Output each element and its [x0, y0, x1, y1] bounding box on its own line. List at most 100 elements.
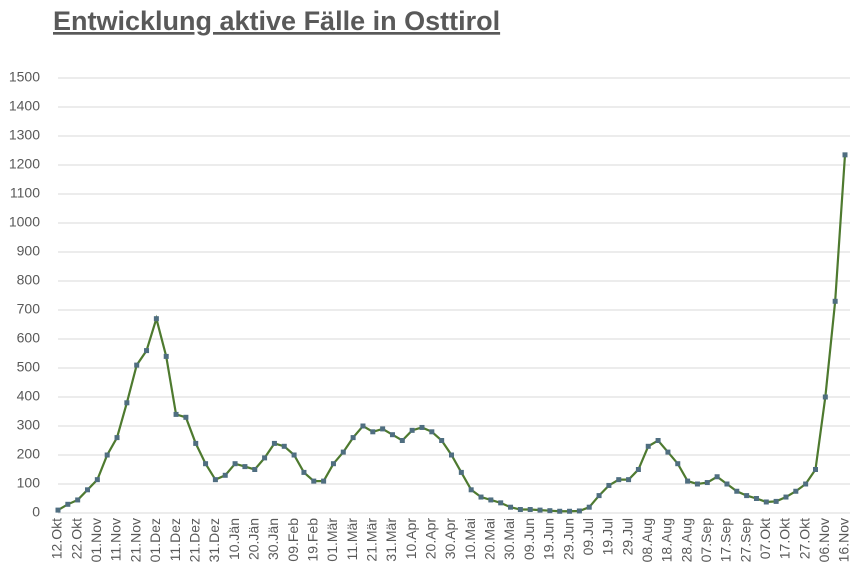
- marker: [488, 497, 494, 503]
- marker: [321, 478, 327, 484]
- y-tick-label: 900: [17, 243, 41, 259]
- marker: [714, 474, 720, 480]
- x-tick-label: 21.Nov: [127, 518, 143, 562]
- marker: [330, 461, 336, 467]
- marker: [793, 488, 799, 494]
- marker: [380, 426, 386, 432]
- marker: [655, 438, 661, 443]
- y-tick-label: 500: [17, 359, 41, 375]
- x-tick-label: 10.Apr: [403, 518, 419, 560]
- marker: [85, 487, 91, 493]
- x-tick-label: 30.Mai: [501, 518, 517, 560]
- marker: [311, 478, 317, 484]
- x-tick-label: 20.Mai: [482, 518, 498, 560]
- marker: [675, 461, 681, 467]
- x-tick-label: 29.Jul: [619, 518, 635, 555]
- y-tick-label: 1500: [9, 69, 40, 85]
- marker: [478, 494, 484, 500]
- marker: [301, 469, 307, 475]
- marker: [547, 508, 553, 514]
- marker: [291, 452, 297, 458]
- marker: [419, 424, 425, 430]
- y-tick-label: 800: [17, 272, 41, 288]
- marker: [468, 487, 474, 493]
- marker: [704, 480, 710, 486]
- x-tick-label: 06.Nov: [816, 518, 832, 562]
- marker: [134, 362, 140, 368]
- x-tick-label: 08.Aug: [639, 518, 655, 562]
- x-tick-label: 21.Dez: [186, 518, 202, 562]
- marker: [734, 488, 740, 494]
- marker: [242, 464, 248, 470]
- y-tick-label: 1100: [10, 185, 40, 201]
- x-tick-label: 17.Sep: [718, 518, 734, 563]
- marker: [65, 501, 71, 507]
- y-tick-label: 0: [32, 504, 40, 520]
- marker: [429, 429, 435, 435]
- x-tick-label: 19.Jun: [541, 518, 557, 560]
- marker: [458, 469, 464, 475]
- marker: [232, 461, 238, 467]
- marker: [399, 438, 405, 443]
- x-tick-label: 27.Sep: [737, 518, 753, 563]
- marker: [832, 298, 838, 304]
- x-tick-label: 19.Feb: [304, 518, 320, 562]
- x-tick-label: 27.Okt: [796, 518, 812, 559]
- x-tick-label: 12.Okt: [49, 518, 65, 559]
- marker: [183, 414, 189, 420]
- x-tick-label: 28.Aug: [678, 518, 694, 562]
- marker: [153, 316, 159, 322]
- y-tick-label: 1200: [9, 156, 40, 172]
- marker: [537, 507, 543, 513]
- x-tick-label: 10.Jän: [226, 518, 242, 560]
- marker: [449, 452, 454, 458]
- marker: [616, 477, 622, 483]
- x-tick-label: 29.Jun: [560, 518, 576, 560]
- marker: [104, 452, 110, 458]
- x-tick-label: 20.Apr: [423, 518, 439, 560]
- marker: [55, 507, 61, 513]
- x-tick-label: 31.Mär: [383, 518, 399, 562]
- x-tick-label: 19.Jul: [600, 518, 616, 555]
- marker: [567, 508, 573, 514]
- marker: [94, 477, 100, 483]
- marker: [694, 481, 700, 487]
- marker: [114, 435, 120, 441]
- marker: [842, 152, 848, 158]
- marker: [212, 477, 218, 483]
- x-tick-label: 09.Feb: [285, 518, 301, 562]
- marker: [803, 481, 809, 487]
- x-tick-label: 20.Jän: [245, 518, 261, 560]
- marker: [753, 496, 759, 501]
- marker: [75, 497, 81, 503]
- marker: [508, 504, 514, 510]
- x-tick-label: 01.Dez: [147, 518, 163, 562]
- marker: [744, 493, 750, 499]
- x-tick-label: 30.Jän: [265, 518, 281, 560]
- marker: [262, 455, 268, 461]
- marker: [812, 467, 818, 472]
- x-tick-label: 11.Mär: [344, 518, 360, 561]
- y-tick-label: 200: [17, 446, 41, 462]
- x-tick-label: 09.Jun: [521, 518, 537, 560]
- marker: [498, 500, 504, 506]
- marker: [626, 477, 632, 483]
- x-tick-label: 01.Nov: [88, 518, 104, 562]
- y-tick-label: 400: [17, 388, 41, 404]
- marker: [822, 394, 828, 400]
- marker: [271, 440, 277, 446]
- x-tick-label: 07.Sep: [698, 518, 714, 563]
- marker: [222, 472, 228, 478]
- x-tick-label: 11.Dez: [167, 518, 183, 561]
- y-tick-label: 700: [17, 301, 41, 317]
- marker: [685, 478, 691, 484]
- marker: [665, 449, 671, 455]
- marker: [124, 400, 130, 406]
- marker: [203, 461, 209, 467]
- marker: [596, 493, 602, 499]
- y-tick-label: 300: [17, 417, 41, 433]
- marker: [350, 435, 356, 441]
- marker: [576, 508, 582, 514]
- marker: [389, 432, 395, 438]
